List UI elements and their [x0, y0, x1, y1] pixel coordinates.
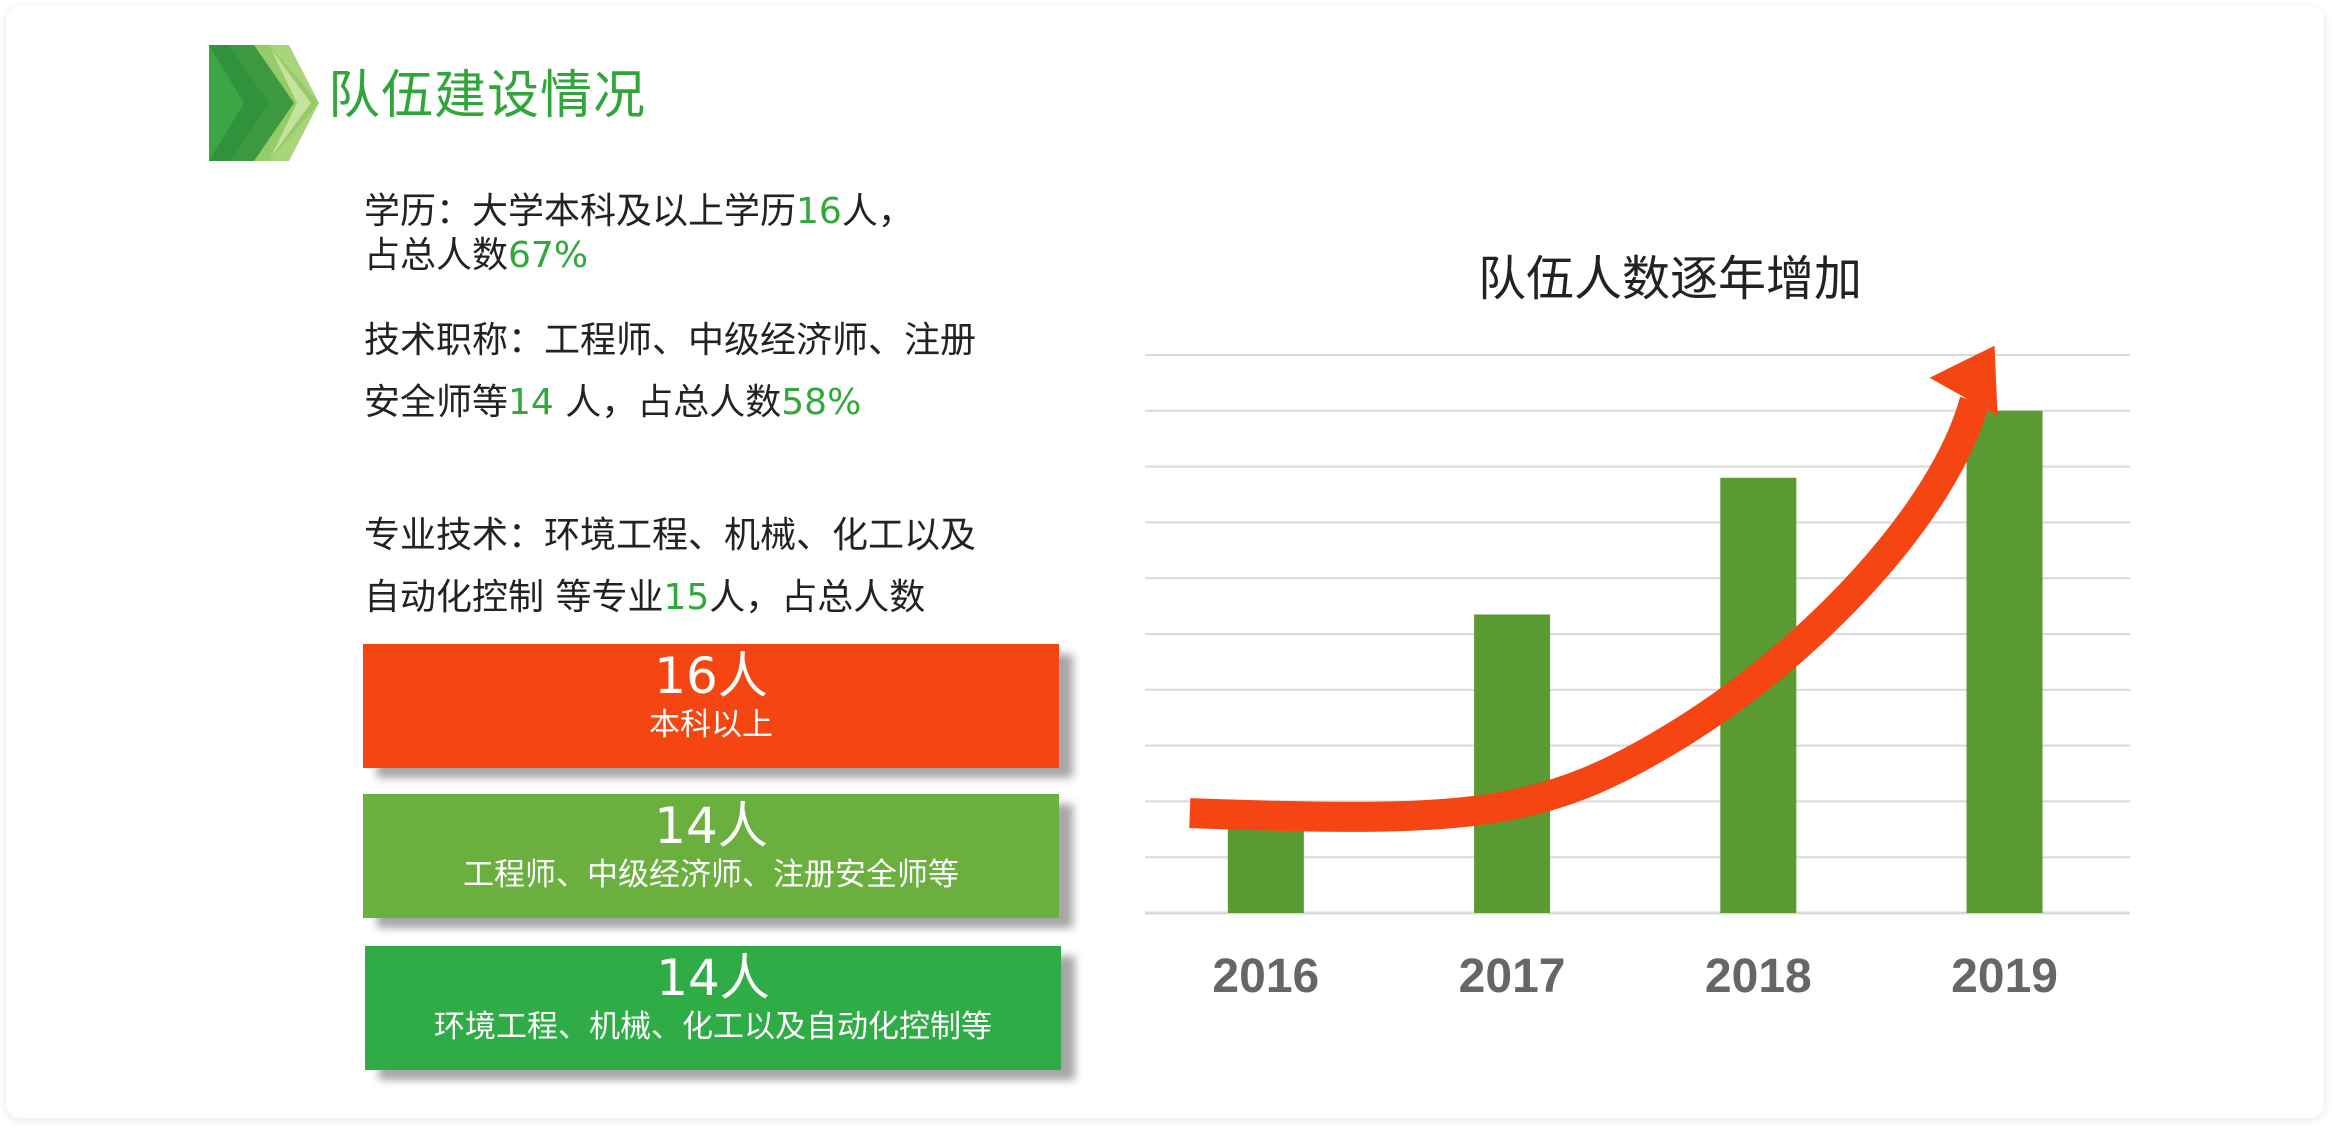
team-size-bar-chart: 队伍人数逐年增加 2016 2017 2018 2019	[1145, 251, 2130, 1003]
chart-bars	[1227, 410, 2043, 913]
education-suffix: 人，	[841, 191, 914, 232]
titles-line1: 技术职称：工程师、中级经济师、注册	[364, 320, 977, 361]
specialty-line2-prefix: 自动化控制 等专业	[364, 577, 664, 618]
x-tick-label: 2019	[1951, 950, 2058, 1003]
titles-mid: 人，占总人数	[553, 382, 782, 423]
stat-box-label: 环境工程、机械、化工以及自动化控制等	[434, 1009, 992, 1045]
titles-value: 14	[508, 382, 554, 423]
education-percent: 67%	[508, 235, 589, 276]
trend-arrow-head	[1929, 345, 1998, 416]
titles-line2-prefix: 安全师等	[364, 382, 509, 423]
stat-box-count: 16人	[654, 647, 768, 705]
stat-box-bachelor: 16人 本科以上	[363, 644, 1059, 768]
x-tick-label: 2016	[1212, 950, 1319, 1003]
bar-2016	[1227, 818, 1304, 913]
education-value: 16	[796, 191, 842, 232]
specialty-value: 15	[663, 577, 710, 618]
titles-stat: 技术职称：工程师、中级经济师、注册 安全师等14 人，占总人数58%	[364, 310, 1084, 434]
stat-box-count: 14人	[656, 949, 770, 1007]
trend-arrow-shaft	[1189, 396, 1990, 832]
education-prefix: 学历：大学本科及以上学历	[364, 191, 797, 232]
stat-box-specialty: 14人 环境工程、机械、化工以及自动化控制等	[365, 946, 1061, 1070]
education-stat: 学历：大学本科及以上学历16人， 占总人数67%	[364, 190, 1084, 278]
page-title: 队伍建设情况	[328, 66, 647, 126]
chart-title: 队伍人数逐年增加	[1478, 251, 1862, 307]
stat-box-label: 工程师、中级经济师、注册安全师等	[463, 857, 959, 893]
bar-2019	[1966, 410, 2043, 913]
specialty-stat: 专业技术：环境工程、机械、化工以及 自动化控制 等专业15人，占总人数	[364, 505, 1084, 629]
specialty-line1: 专业技术：环境工程、机械、化工以及	[364, 515, 977, 556]
education-line2: 占总人数	[364, 235, 509, 276]
titles-percent: 58%	[781, 382, 862, 423]
specialty-suffix: 人，占总人数	[709, 577, 926, 618]
chart-x-tick-labels: 2016 2017 2018 2019	[1212, 950, 2058, 1003]
x-tick-label: 2018	[1705, 950, 1812, 1003]
trend-arrow	[1189, 345, 1998, 832]
stat-box-count: 14人	[654, 797, 768, 855]
green-chevron-logo-icon	[209, 45, 319, 161]
slide-background	[6, 6, 2324, 1118]
stat-box-titles: 14人 工程师、中级经济师、注册安全师等	[363, 794, 1059, 918]
stat-box-label: 本科以上	[649, 707, 773, 743]
bar-2017	[1474, 614, 1551, 913]
x-tick-label: 2017	[1459, 950, 1566, 1003]
